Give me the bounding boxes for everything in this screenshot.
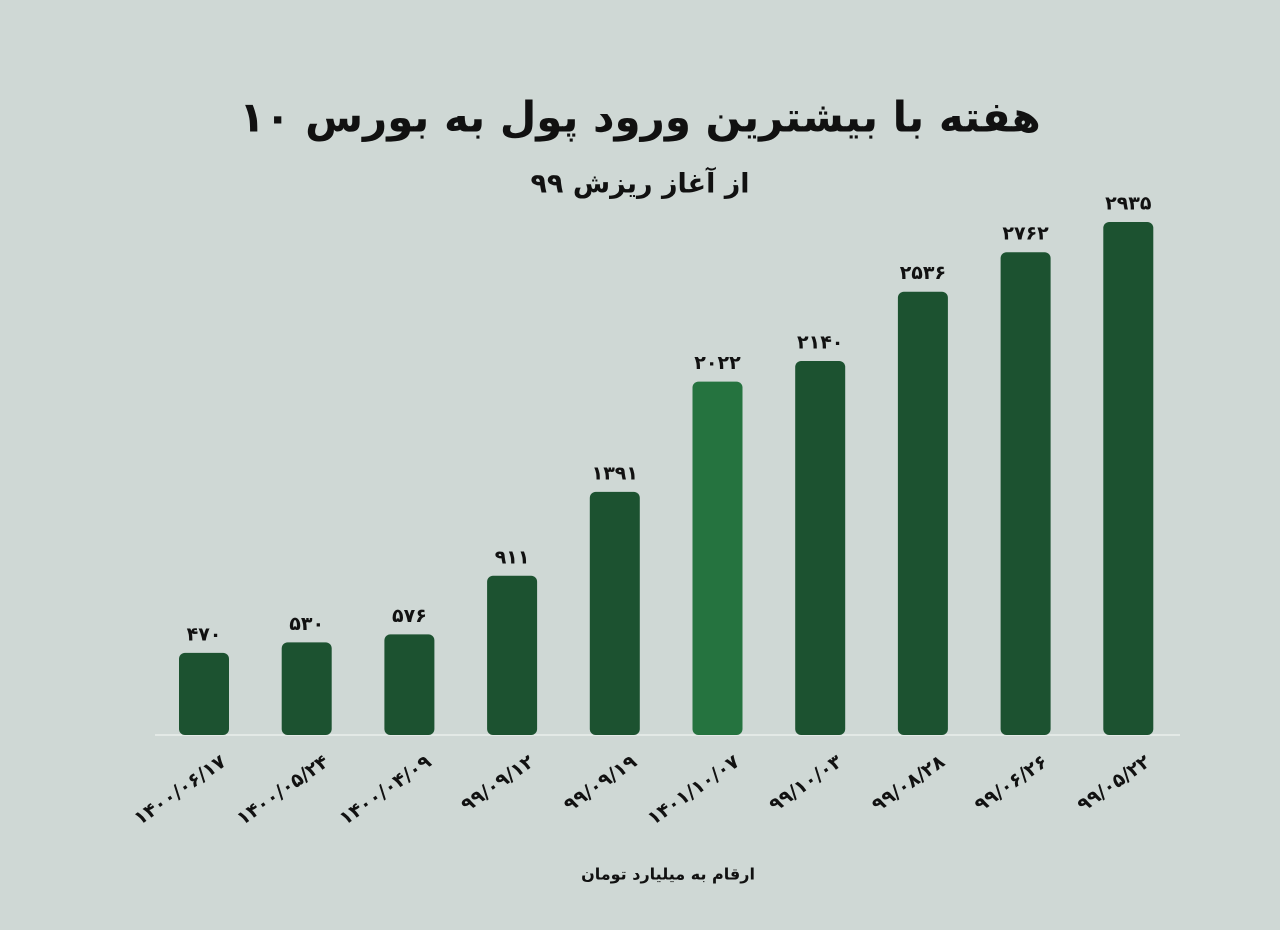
chart-subtitle: از آغاز ریزش ۹۹ bbox=[530, 167, 749, 200]
value-label: ۲۵۳۶ bbox=[900, 262, 946, 284]
bar bbox=[795, 360, 846, 735]
bar bbox=[487, 575, 538, 735]
x-tick-label: ۹۹/۰۸/۲۸ bbox=[868, 750, 949, 816]
chart-title: ۱۰ هفته با بیشترین ورود پول به بورس bbox=[239, 93, 1041, 143]
bar bbox=[281, 642, 332, 735]
unit-note: ارقام به میلیارد تومان bbox=[581, 865, 755, 884]
value-label: ۱۳۹۱ bbox=[592, 462, 638, 484]
bar bbox=[384, 634, 435, 735]
x-tick-label: ۱۴۰۱/۱۰/۰۷ bbox=[644, 750, 744, 829]
value-label: ۵۷۶ bbox=[392, 605, 427, 627]
x-tick-label: ۹۹/۱۰/۰۳ bbox=[765, 750, 846, 816]
value-label: ۲۰۲۲ bbox=[694, 352, 741, 374]
x-tick-label: ۱۴۰۰/۰۵/۲۴ bbox=[233, 751, 333, 830]
value-label: ۴۷۰ bbox=[187, 623, 222, 645]
bar bbox=[589, 491, 640, 735]
bar bbox=[1103, 222, 1154, 735]
x-tick-label: ۹۹/۰۵/۲۲ bbox=[1073, 750, 1154, 816]
x-tick-label: ۱۴۰۰/۰۴/۰۹ bbox=[335, 750, 435, 829]
value-label: ۲۹۳۵ bbox=[1105, 193, 1152, 215]
value-label: ۹۱۱ bbox=[495, 546, 530, 568]
value-label: ۲۷۶۲ bbox=[1002, 223, 1049, 245]
x-tick-label: ۹۹/۰۹/۱۹ bbox=[560, 750, 641, 816]
bar bbox=[1000, 252, 1051, 735]
value-label: ۲۱۴۰ bbox=[797, 331, 843, 353]
x-tick-label: ۹۹/۰۹/۱۲ bbox=[457, 750, 538, 816]
x-tick-label: ۱۴۰۰/۰۶/۱۷ bbox=[130, 750, 230, 829]
x-tick-label: ۹۹/۰۶/۲۶ bbox=[971, 751, 1052, 817]
value-label: ۵۳۰ bbox=[289, 613, 324, 635]
bar bbox=[692, 381, 743, 735]
bar bbox=[179, 652, 229, 735]
bar bbox=[897, 291, 948, 735]
